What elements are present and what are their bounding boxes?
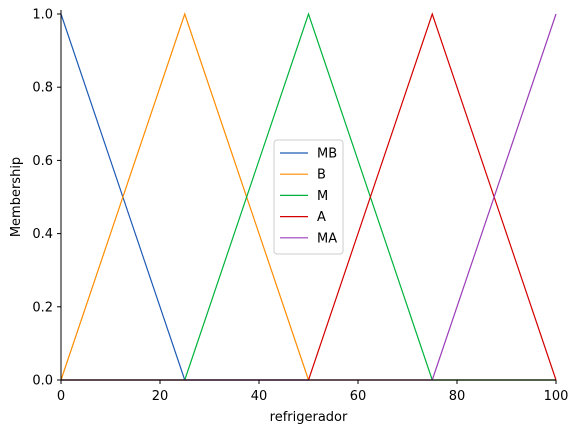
legend-label-mb: MB — [317, 147, 337, 162]
y-tick-label: 0.0 — [32, 374, 53, 389]
legend-label-m: M — [317, 189, 328, 204]
y-tick-label: 0.4 — [32, 227, 53, 242]
y-tick-label: 0.2 — [32, 300, 53, 315]
axes-layer — [60, 10, 556, 381]
y-tick-label: 0.6 — [32, 154, 53, 169]
ticks-layer: 0 20 40 60 80 100 0.0 0.2 0.4 0.6 0.8 1.0 — [32, 8, 568, 405]
x-tick-label: 100 — [544, 389, 569, 404]
y-tick-label: 1.0 — [32, 8, 53, 23]
y-tick-label: 0.8 — [32, 81, 53, 96]
x-tick-label: 0 — [57, 389, 65, 404]
x-tick-label: 20 — [152, 389, 169, 404]
legend-label-a: A — [317, 210, 326, 225]
x-tick-label: 80 — [449, 389, 466, 404]
legend-label-ma: MA — [317, 231, 337, 246]
y-axis-label: Membership — [9, 157, 24, 237]
x-axis-label: refrigerador — [270, 410, 348, 425]
legend-label-b: B — [317, 168, 326, 183]
legend-box — [273, 139, 344, 255]
x-tick-label: 40 — [251, 389, 268, 404]
x-tick-label: 60 — [350, 389, 367, 404]
